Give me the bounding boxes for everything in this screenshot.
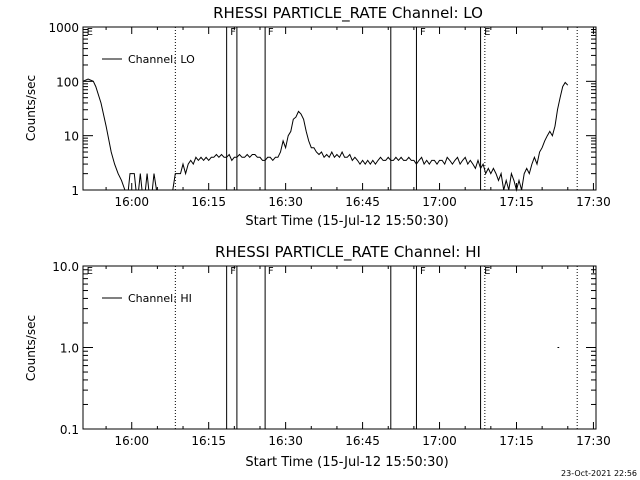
hi-flag-letter: E — [87, 266, 93, 277]
lo-panel: RHESSI PARTICLE_RATE Channel: LO E F F F E 1… — [24, 4, 611, 229]
lo-x-tick-label: 16:30 — [268, 195, 303, 209]
lo-title: RHESSI PARTICLE_RATE Channel: LO — [213, 4, 483, 23]
hi-legend: Channel: HI — [102, 292, 192, 305]
hi-title: RHESSI PARTICLE_RATE Channel: HI — [215, 243, 481, 262]
lo-legend: Channel: LO — [102, 53, 195, 66]
hi-flag-letter: F — [230, 266, 236, 277]
lo-y-axis: 1 10 100 1000 — [48, 21, 596, 198]
lo-x-tick-label: 17:15 — [499, 195, 534, 209]
hi-x-tick-label: 17:00 — [422, 434, 457, 448]
hi-flag-letter: F — [420, 266, 426, 277]
lo-plot-frame — [82, 26, 597, 191]
lo-x-tick-label: 16:15 — [191, 195, 226, 209]
lo-xlabel: Start Time (15-Jul-12 15:50:30) — [245, 214, 448, 229]
lo-flag-letter: F — [230, 27, 236, 38]
hi-y-axis: 0.1 1.0 10.0 — [52, 260, 596, 437]
lo-flag-letter: F — [268, 27, 274, 38]
lo-x-tick-label: 17:00 — [422, 195, 457, 209]
hi-x-tick-label: 16:15 — [191, 434, 226, 448]
hi-y-tick-label: 10.0 — [52, 260, 79, 274]
hi-y-tick-label: 1.0 — [60, 342, 79, 356]
hi-y-tick-label: 0.1 — [60, 423, 79, 437]
hi-flag-letter: E — [484, 266, 490, 277]
hi-panel: RHESSI PARTICLE_RATE Channel: HI E F F F E 1… — [24, 243, 611, 470]
hi-flag-letter: F — [268, 266, 274, 277]
lo-y-tick-label: 1 — [71, 184, 79, 198]
hi-x-tick-label: 16:45 — [345, 434, 380, 448]
hi-x-axis: 16:00 16:15 16:30 16:45 17:00 17:15 17:30 — [105, 266, 611, 448]
lo-x-tick-label: 16:00 — [114, 195, 149, 209]
lo-y-tick-label: 1000 — [48, 21, 79, 35]
hi-x-tick-label: 16:30 — [268, 434, 303, 448]
lo-x-tick-label: 17:30 — [576, 195, 611, 209]
lo-series-line — [82, 78, 569, 192]
lo-y-tick-label: 10 — [64, 130, 79, 144]
footer-timestamp: 23-Oct-2021 22:56 — [561, 469, 637, 478]
hi-xlabel: Start Time (15-Jul-12 15:50:30) — [245, 455, 448, 470]
lo-flag-letter: E — [484, 27, 490, 38]
hi-x-tick-label: 17:30 — [576, 434, 611, 448]
hi-plot-frame — [82, 265, 597, 430]
hi-x-tick-label: 17:15 — [499, 434, 534, 448]
lo-flag-letter: F — [420, 27, 426, 38]
lo-x-tick-label: 16:45 — [345, 195, 380, 209]
lo-flag-letter: E — [87, 27, 93, 38]
lo-y-tick-label: 100 — [56, 75, 79, 89]
lo-legend-label: Channel: LO — [128, 53, 195, 66]
hi-x-tick-label: 16:00 — [114, 434, 149, 448]
hi-legend-label: Channel: HI — [128, 292, 192, 305]
hi-ylabel: Counts/sec — [24, 315, 38, 381]
lo-ylabel: Counts/sec — [24, 75, 38, 141]
lo-x-axis: 16:00 16:15 16:30 16:45 17:00 17:15 17:30 — [105, 27, 611, 209]
